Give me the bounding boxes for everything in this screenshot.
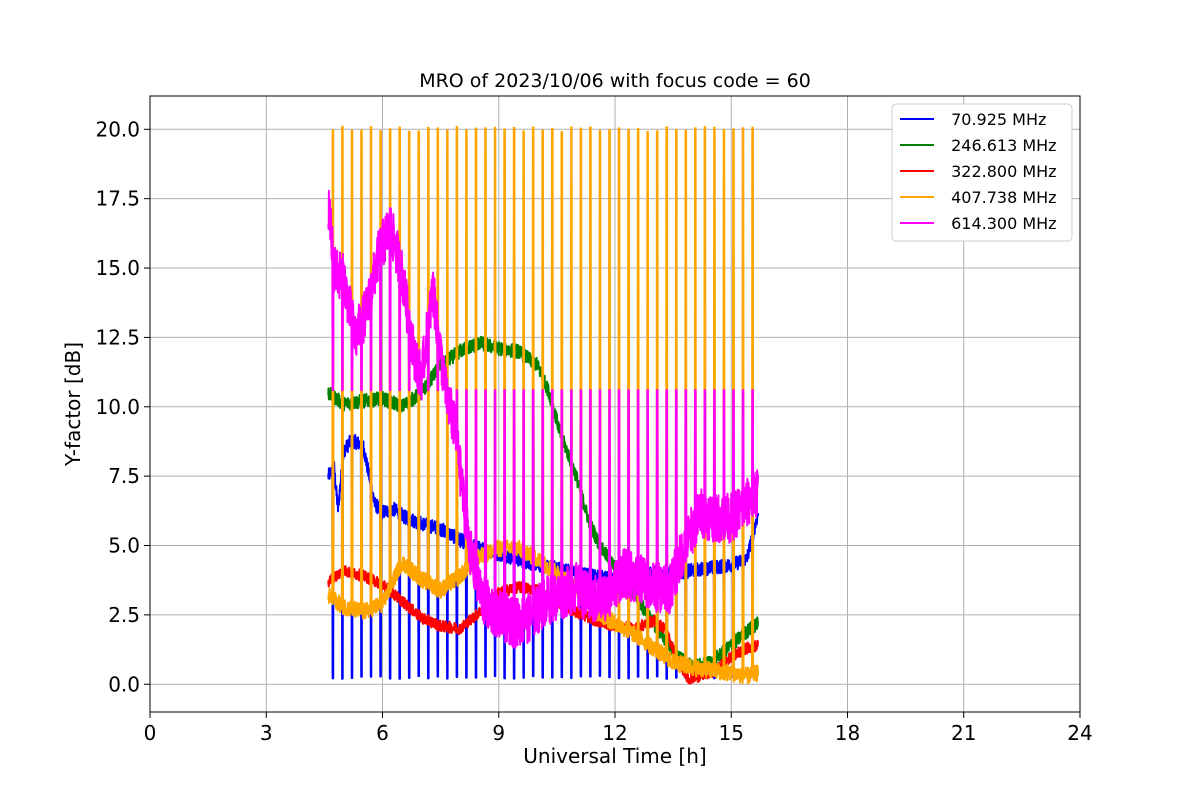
legend-label: 246.613 MHz [946, 136, 1057, 155]
series-layer [327, 125, 760, 685]
y-tick-label: 12.5 [95, 325, 140, 349]
x-tick-label: 12 [602, 721, 627, 745]
y-tick-label: 5.0 [108, 534, 140, 558]
y-tick-label: 7.5 [108, 464, 140, 488]
x-tick-label: 21 [951, 721, 976, 745]
x-tick-label: 24 [1067, 721, 1092, 745]
y-tick-label: 17.5 [95, 187, 140, 211]
y-tick-label: 10.0 [95, 395, 140, 419]
legend: 70.925 MHz 246.613 MHz 322.800 MHz 407.7… [891, 103, 1073, 242]
legend-label: 70.925 MHz [946, 110, 1046, 129]
y-tick-label: 15.0 [95, 256, 140, 280]
legend-box [891, 103, 1073, 242]
y-axis-label: Y-factor [dB] [61, 342, 85, 467]
y-tick-label: 0.0 [108, 672, 140, 696]
legend-label: 407.738 MHz [946, 188, 1057, 207]
x-tick-label: 0 [144, 721, 157, 745]
x-tick-label: 15 [719, 721, 744, 745]
y-axis-ticks: 0.0 2.5 5.0 7.5 10.0 12.5 15.0 17.5 20.0 [95, 117, 150, 696]
x-axis-ticks: 0 3 6 9 12 15 18 21 24 [144, 712, 1093, 745]
x-tick-label: 18 [835, 721, 860, 745]
legend-label: 614.300 MHz [946, 214, 1057, 233]
y-tick-label: 20.0 [95, 117, 140, 141]
x-tick-label: 6 [376, 721, 389, 745]
series-line [327, 189, 760, 649]
x-tick-label: 3 [260, 721, 273, 745]
x-tick-label: 9 [492, 721, 505, 745]
legend-label: 322.800 MHz [946, 162, 1057, 181]
x-axis-label: Universal Time [h] [523, 744, 706, 768]
y-tick-label: 2.5 [108, 603, 140, 627]
chart-title: MRO of 2023/10/06 with focus code = 60 [419, 70, 811, 92]
